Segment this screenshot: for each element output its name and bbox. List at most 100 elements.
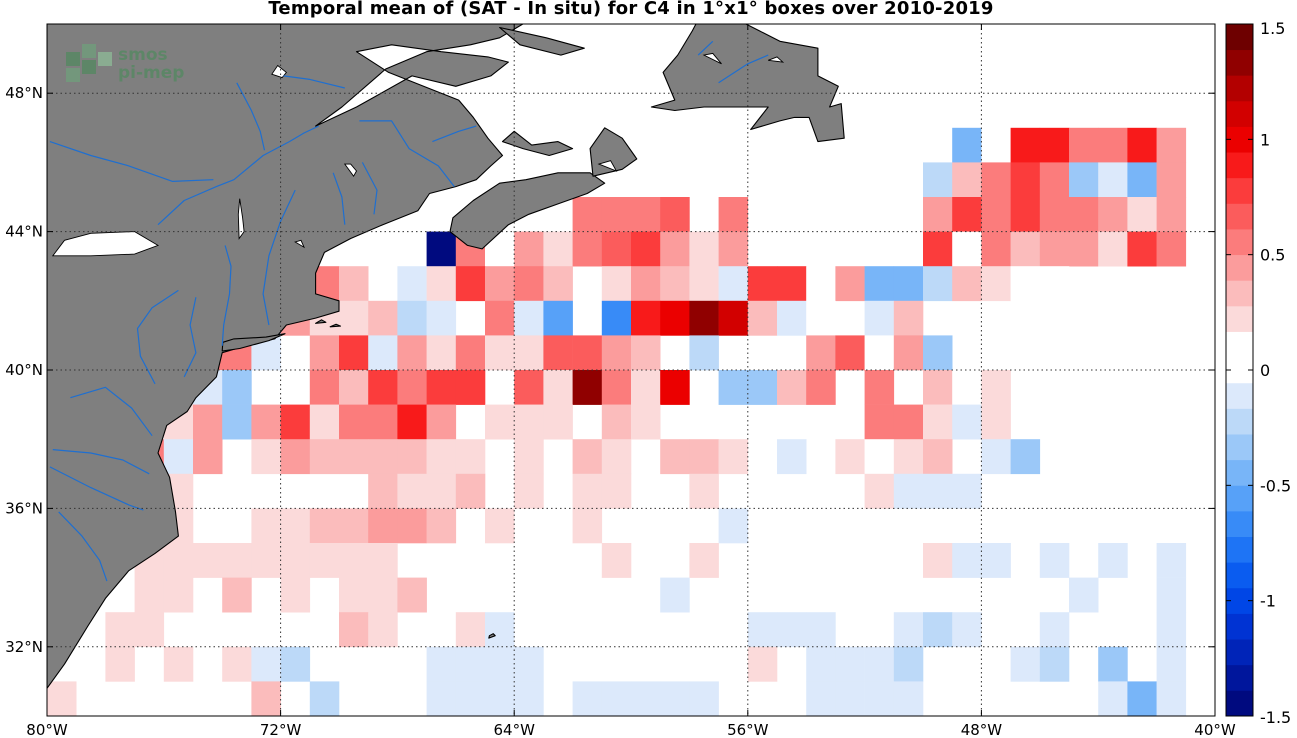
bias-cell [222,577,252,613]
bias-cell [368,335,398,371]
bias-cell [426,266,457,302]
bias-cell [660,300,690,336]
bias-cell [747,266,778,302]
bias-cell [339,439,369,475]
bias-cell [426,370,457,405]
bias-cell [806,266,836,302]
bias-cell [193,439,223,475]
bias-cell [280,370,311,405]
bias-cell [368,370,398,405]
bias-cell [572,681,603,716]
bias-cell [514,266,544,302]
y-tick-label: 44°N [5,223,43,241]
river-delaware [183,297,197,378]
bias-cell [981,439,1011,475]
bias-cell [777,266,807,302]
bias-cell [339,335,369,371]
bias-cell [689,473,719,509]
bias-cells [47,127,1187,716]
lake-winnipesaukee [294,239,305,249]
bias-cell [1010,266,1041,302]
bias-cell [251,508,281,544]
bias-cell [1127,197,1157,232]
bias-cell [660,231,690,267]
bias-cell [105,646,135,682]
bias-cell [718,439,749,475]
logo-square-1 [66,52,80,66]
bias-cell [981,197,1011,232]
bias-cell [426,508,457,544]
bias-cell [689,300,719,336]
colorbar-tick-label: -1.5 [1260,708,1291,727]
bias-cell [864,681,895,716]
bias-cell [485,300,515,336]
bias-cell [163,543,194,578]
bias-cell [309,681,340,716]
bias-cell [1098,543,1128,578]
bias-cell [1010,127,1041,163]
rivers [49,40,769,582]
colorbar-swatch [1226,229,1253,256]
bias-cell [952,231,982,267]
colorbar-swatch [1226,203,1253,230]
bias-cell [952,162,982,198]
bias-cell [835,439,865,475]
colorbar-swatch [1226,254,1253,281]
bias-cell [193,543,223,578]
bias-cell [660,266,690,302]
bias-cell [689,335,719,371]
bias-cell [485,681,515,716]
colorbar-swatch [1226,100,1253,127]
bias-cell [339,508,369,544]
bias-cell [280,404,311,440]
bias-cell [485,612,515,648]
x-tick-label: 80°W [26,721,68,738]
map-title: Temporal mean of (SAT - In situ) for C4 … [268,0,994,19]
bias-cell [1156,577,1187,613]
bias-cell [368,577,398,613]
bias-cell [485,404,515,440]
bias-cell [280,577,311,613]
bias-cell [1127,127,1157,163]
bias-cell [601,300,632,336]
watermark-line1: smos [118,45,168,65]
bias-cell [1069,162,1099,198]
x-tick-label: 48°W [961,721,1003,738]
bias-cell [309,370,340,405]
lake-champlain [237,198,245,240]
bias-cell [514,646,544,682]
colorbar-swatch [1226,280,1253,307]
river-saguenay [283,75,345,89]
bias-cell [601,404,632,440]
bias-cell [747,370,778,405]
colorbar-swatch [1226,639,1253,666]
bias-cell [543,300,573,336]
bias-cell [543,404,573,440]
river-st-john [359,120,455,187]
bias-cell [952,404,982,440]
bias-cell [280,508,311,544]
bias-cell [339,543,369,578]
colorbar-tick-label: -0.5 [1260,476,1291,495]
bias-cell [455,612,486,648]
bias-cell [572,335,603,371]
colorbar-swatch [1226,562,1253,589]
bias-cell [280,543,311,578]
bias-cell [923,612,953,648]
bias-cell [1127,681,1157,716]
bias-cell [339,612,369,648]
bias-cell [1010,162,1041,198]
bias-cell [397,473,427,509]
bias-cell [689,266,719,302]
logo-square-4 [82,60,96,74]
bias-cell [747,646,778,682]
bias-cell [923,335,953,371]
bias-cell [309,543,340,578]
bias-cell [1098,127,1128,163]
bias-cell [893,473,924,509]
bias-cell [893,266,924,302]
colorbar-swatch [1226,24,1253,51]
bias-cell [455,335,486,371]
bias-cell [572,439,603,475]
lake-grand [702,52,722,65]
